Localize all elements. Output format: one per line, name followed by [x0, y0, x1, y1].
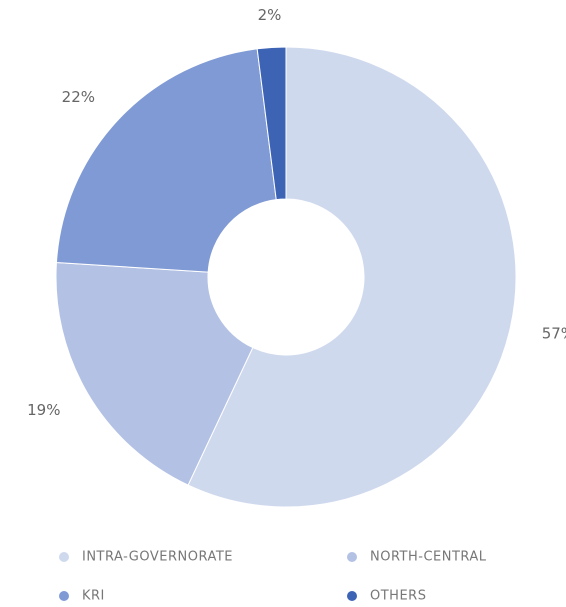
slice	[55, 262, 254, 486]
legend-label: OTHERS	[370, 589, 426, 604]
legend-label: KRI	[82, 589, 105, 604]
legend-swatch	[347, 552, 357, 562]
slice-label: 2%	[258, 6, 282, 24]
slice-label: 57%	[542, 325, 566, 343]
slice-label: 19%	[27, 401, 60, 419]
slice	[256, 46, 287, 201]
slice	[55, 48, 277, 273]
legend-swatch	[59, 591, 69, 601]
legend-label: NORTH-CENTRAL	[370, 550, 487, 565]
slice-label: 22%	[62, 88, 95, 106]
slice	[187, 46, 517, 508]
legend-swatch	[59, 552, 69, 562]
legend-swatch	[347, 591, 357, 601]
legend-label: INTRA-GOVERNORATE	[82, 550, 233, 565]
